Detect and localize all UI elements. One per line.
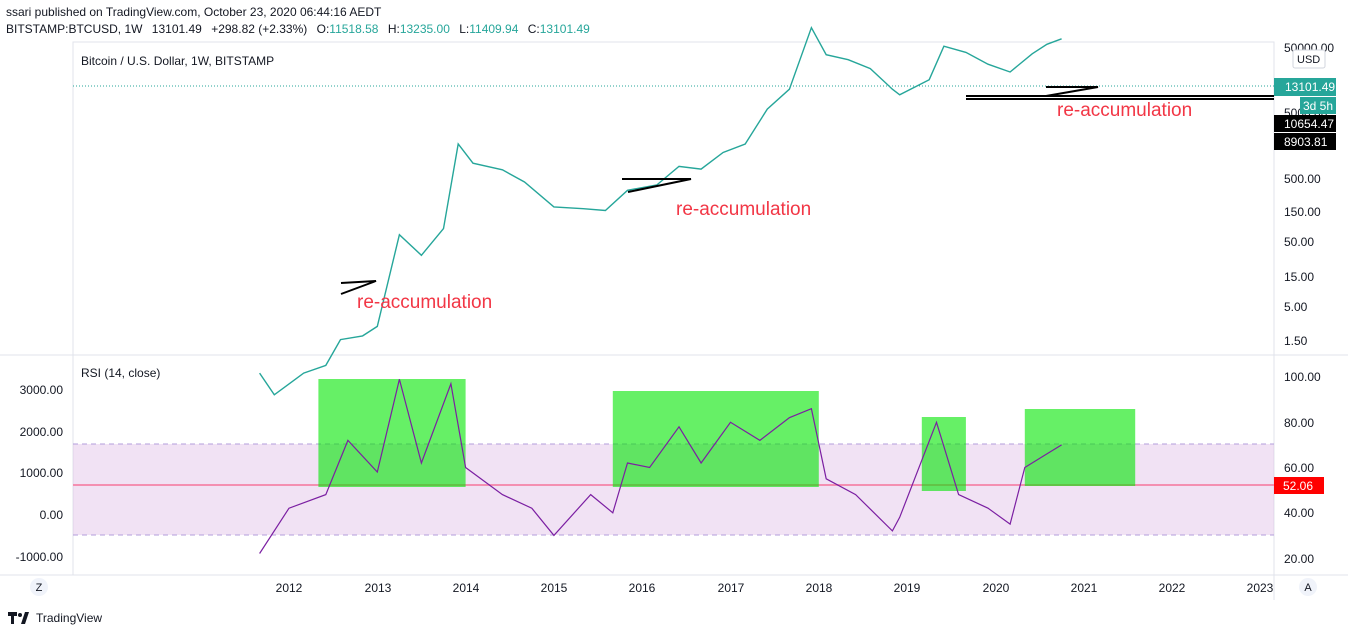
close-value: 13101.49: [539, 22, 590, 36]
level-tag-1-text: 10654.47: [1284, 117, 1334, 131]
open-label: O:: [316, 22, 330, 36]
last-price-tag: [1274, 78, 1336, 96]
auto-scale-button[interactable]: [1299, 578, 1317, 596]
rsi-tick: 20.00: [1284, 552, 1314, 566]
high-value: 13235.00: [399, 22, 450, 36]
triangle-2016[interactable]: [622, 178, 692, 193]
last-price: 13101.49: [151, 22, 202, 36]
rsi-highlight-box[interactable]: [318, 379, 466, 487]
countdown-tag: [1300, 97, 1336, 114]
open-value: 11518.58: [329, 22, 379, 36]
price-line: [259, 25, 1062, 396]
auto-scale-label: A: [1304, 582, 1312, 594]
price-tick: 1.50: [1284, 334, 1308, 348]
left-tick: 1000.00: [20, 466, 64, 480]
year-tick: 2014: [453, 581, 480, 595]
left-tick: 0.00: [40, 508, 64, 522]
year-tick: 2012: [276, 581, 303, 595]
level-tag-1: [1274, 115, 1336, 132]
rsi-highlight-box[interactable]: [1024, 409, 1136, 486]
currency-badge[interactable]: [1292, 49, 1326, 69]
price-change: +298.82 (+2.33%): [211, 22, 308, 36]
rsi-value-tag-text: 52.06: [1283, 479, 1313, 493]
tradingview-logo-icon: [8, 612, 29, 624]
rsi-tick: 40.00: [1284, 506, 1314, 520]
year-tick: 2017: [718, 581, 745, 595]
year-tick: 2021: [1071, 581, 1098, 595]
symbol-label: BITSTAMP:BTCUSD, 1W: [6, 22, 143, 36]
price-tick: 5.00: [1284, 300, 1308, 314]
rsi-line: [259, 379, 1062, 554]
triangle-2020[interactable]: [1045, 86, 1099, 97]
zoom-reset-label: Z: [36, 582, 43, 594]
footer-brand[interactable]: TradingView: [8, 610, 102, 626]
rsi-tick: 60.00: [1284, 461, 1314, 475]
left-tick: -1000.00: [16, 550, 64, 564]
annotation-reaccumulation-1[interactable]: re-accumulation: [357, 292, 492, 313]
time-axis[interactable]: 2012 2013 2014 2015 2016 2017 2018 2019 …: [276, 581, 1274, 595]
rsi-tick: 100.00: [1284, 370, 1321, 384]
price-tick: 150.00: [1284, 205, 1321, 219]
rsi-highlight-box[interactable]: [921, 417, 966, 491]
publisher-line: ssari published on TradingView.com, Octo…: [6, 5, 382, 19]
left-tick: 2000.00: [20, 425, 64, 439]
main-legend: Bitcoin / U.S. Dollar, 1W, BITSTAMP: [81, 54, 274, 68]
low-label: L:: [459, 22, 470, 36]
level-tag-2: [1274, 133, 1336, 150]
price-tick: 50.00: [1284, 235, 1314, 249]
year-tick: 2013: [365, 581, 392, 595]
year-tick: 2018: [806, 581, 833, 595]
rsi-highlight-box[interactable]: [612, 391, 819, 487]
annotation-reaccumulation-2[interactable]: re-accumulation: [676, 199, 811, 220]
footer-brand-text: TradingView: [36, 611, 103, 625]
currency-badge-label: USD: [1297, 54, 1320, 66]
rsi-highlight-boxes: [318, 379, 1136, 491]
rsi-scale[interactable]: 100.00 80.00 60.00 40.00 20.00: [1284, 370, 1321, 566]
drawn-triangles[interactable]: [340, 86, 1274, 295]
countdown-tag-text: 3d 5h: [1303, 99, 1333, 113]
rsi-tick: 80.00: [1284, 416, 1314, 430]
annotation-reaccumulation-3[interactable]: re-accumulation: [1057, 100, 1192, 121]
rsi-value-tag: [1274, 477, 1324, 494]
high-label: H:: [387, 22, 400, 36]
low-value: 11409.94: [469, 22, 519, 36]
zoom-reset-button[interactable]: [30, 578, 48, 596]
year-tick: 2015: [541, 581, 568, 595]
last-price-tag-text: 13101.49: [1285, 80, 1335, 94]
year-tick: 2022: [1159, 581, 1186, 595]
year-tick: 2020: [983, 581, 1010, 595]
left-tick: 3000.00: [20, 383, 64, 397]
rsi-left-scale[interactable]: 3000.00 2000.00 1000.00 0.00 -1000.00: [16, 383, 64, 564]
year-tick: 2016: [629, 581, 656, 595]
price-tick: 500.00: [1284, 172, 1321, 186]
year-tick: 2023: [1247, 581, 1274, 595]
rsi-legend: RSI (14, close): [81, 366, 160, 380]
price-tick: 15.00: [1284, 270, 1314, 284]
triangle-2012[interactable]: [340, 280, 377, 295]
symbol-ohlc-line: BITSTAMP:BTCUSD, 1W 13101.49 +298.82 (+2…: [6, 22, 590, 36]
close-label: C:: [527, 22, 540, 36]
year-tick: 2019: [894, 581, 921, 595]
level-tag-2-text: 8903.81: [1284, 135, 1328, 149]
